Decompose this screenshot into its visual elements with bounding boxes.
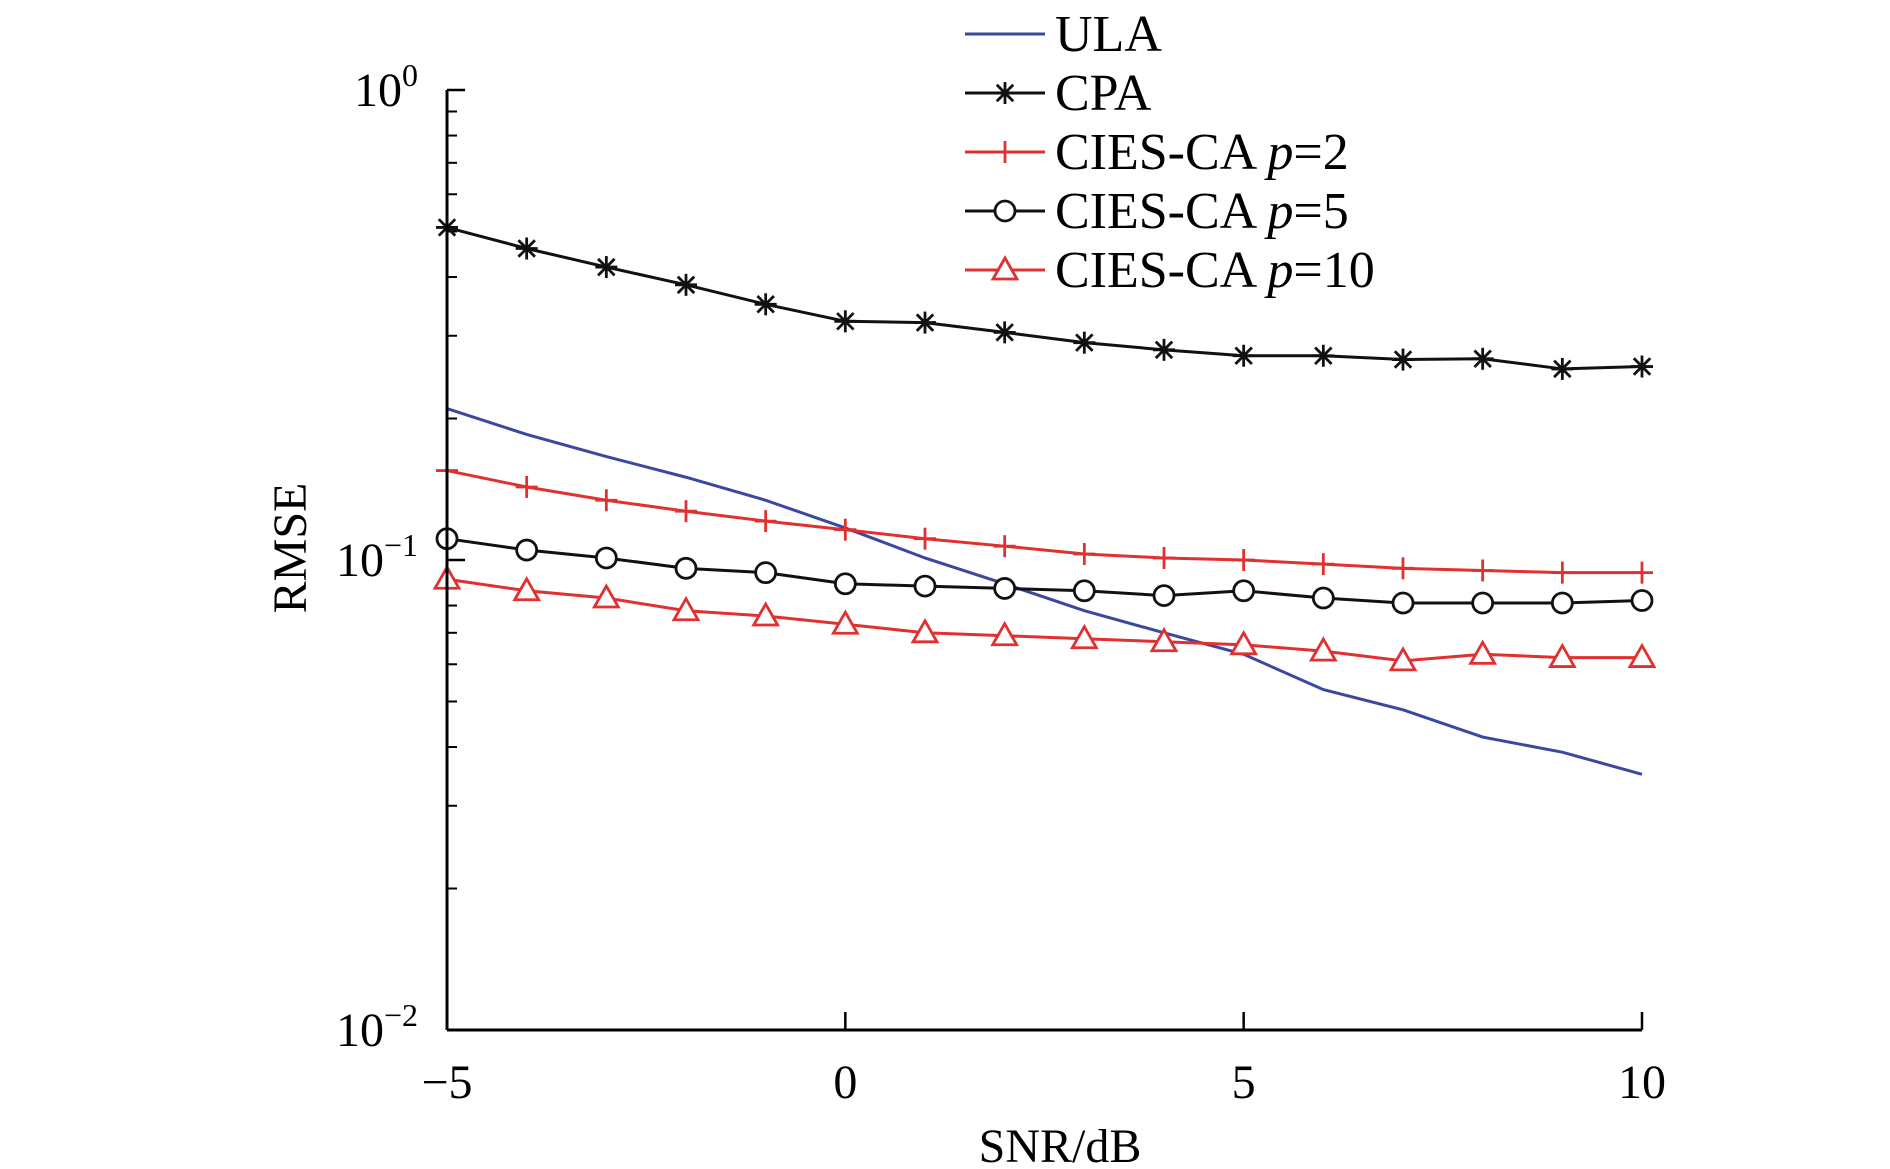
- data-point: [515, 538, 539, 562]
- data-point: [1388, 646, 1418, 672]
- legend-item: CIES-CA p=2: [965, 124, 1349, 181]
- data-point: [913, 574, 937, 598]
- x-tick-label: 10: [1618, 1056, 1666, 1109]
- x-tick-label: 5: [1232, 1056, 1256, 1109]
- series-cies-ca-p-2: [436, 459, 1653, 584]
- x-tick-label: 0: [833, 1056, 857, 1109]
- data-point: [675, 273, 697, 296]
- data-point: [1073, 331, 1096, 354]
- data-point: [1631, 561, 1653, 584]
- data-point: [1471, 591, 1495, 615]
- data-point: [1069, 623, 1099, 650]
- series-line: [446, 537, 1643, 605]
- data-point: [1072, 579, 1096, 603]
- y-tick-label: 100: [354, 57, 418, 117]
- data-point: [1468, 639, 1498, 665]
- series-cies-ca-p-10: [432, 564, 1657, 672]
- data-point: [594, 546, 618, 570]
- axes: [445, 90, 1642, 1032]
- data-point: [1550, 591, 1574, 615]
- data-point: [1153, 546, 1175, 569]
- data-point: [990, 620, 1020, 647]
- legend-marker: [994, 82, 1016, 104]
- y-tick-label: 10−1: [336, 527, 418, 587]
- data-point: [993, 321, 1016, 344]
- data-point: [675, 500, 697, 523]
- data-point: [1232, 579, 1256, 603]
- data-point: [595, 489, 618, 512]
- data-point: [830, 609, 860, 635]
- data-point: [1308, 636, 1338, 662]
- data-point: [1551, 357, 1574, 380]
- data-point: [595, 256, 618, 279]
- y-tick-label: 10−2: [336, 997, 418, 1057]
- data-point: [1627, 642, 1657, 668]
- data-point: [1471, 559, 1494, 582]
- data-point: [1149, 626, 1179, 653]
- data-point: [834, 518, 857, 541]
- series-line: [446, 407, 1643, 776]
- data-point: [914, 311, 936, 334]
- data-point: [1392, 348, 1414, 371]
- series-cpa: [436, 216, 1653, 380]
- data-point: [1229, 629, 1259, 656]
- series-ula: [446, 407, 1643, 776]
- data-point: [1152, 584, 1176, 607]
- data-point: [1312, 344, 1335, 367]
- x-axis-label: SNR/dB: [979, 1120, 1142, 1169]
- data-point: [515, 475, 538, 498]
- data-point: [674, 556, 698, 580]
- data-point: [1551, 561, 1574, 584]
- data-point: [754, 293, 777, 316]
- tick-labels: −5 0 5 10 10−2 10−1 100: [336, 57, 1666, 1109]
- data-point: [1547, 642, 1577, 668]
- data-point: [1312, 553, 1335, 576]
- data-point: [1232, 549, 1255, 571]
- legend-item: CPA: [965, 65, 1152, 122]
- series-line: [446, 577, 1642, 663]
- legend-item: ULA: [965, 6, 1162, 63]
- series-layer: [432, 216, 1657, 776]
- data-point: [512, 575, 542, 602]
- data-point: [1631, 355, 1653, 378]
- data-point: [671, 595, 701, 622]
- data-point: [754, 561, 778, 585]
- series-line: [446, 469, 1642, 575]
- series-cies-ca-p-5: [435, 527, 1654, 615]
- data-point: [833, 572, 857, 596]
- data-point: [1392, 557, 1414, 580]
- data-point: [515, 237, 538, 260]
- y-axis-label: RMSE: [264, 483, 317, 614]
- data-point: [1630, 589, 1654, 612]
- data-point: [751, 601, 781, 627]
- data-point: [834, 310, 857, 333]
- data-point: [754, 510, 777, 533]
- data-point: [1471, 347, 1494, 370]
- legend-marker: [994, 141, 1016, 163]
- data-point: [993, 577, 1017, 600]
- data-point: [1232, 344, 1255, 367]
- legend-marker: [993, 199, 1017, 223]
- x-tick-label: −5: [421, 1056, 472, 1109]
- legend-label: CIES-CA p=5: [1055, 183, 1349, 240]
- data-point: [914, 527, 936, 550]
- data-point: [910, 617, 940, 644]
- legend-label: CPA: [1055, 65, 1152, 122]
- legend-item: CIES-CA p=10: [965, 242, 1375, 299]
- legend-label: CIES-CA p=2: [1055, 124, 1349, 181]
- data-point: [993, 535, 1016, 558]
- data-point: [1073, 542, 1096, 565]
- series-line: [446, 225, 1643, 371]
- legend-item: CIES-CA p=5: [965, 183, 1349, 240]
- data-point: [1311, 586, 1335, 610]
- legend-label: ULA: [1055, 6, 1162, 63]
- legend-label: CIES-CA p=10: [1055, 242, 1375, 299]
- data-point: [1391, 591, 1415, 615]
- data-point: [1153, 338, 1175, 361]
- data-point: [591, 583, 621, 609]
- legend-marker: [990, 255, 1020, 281]
